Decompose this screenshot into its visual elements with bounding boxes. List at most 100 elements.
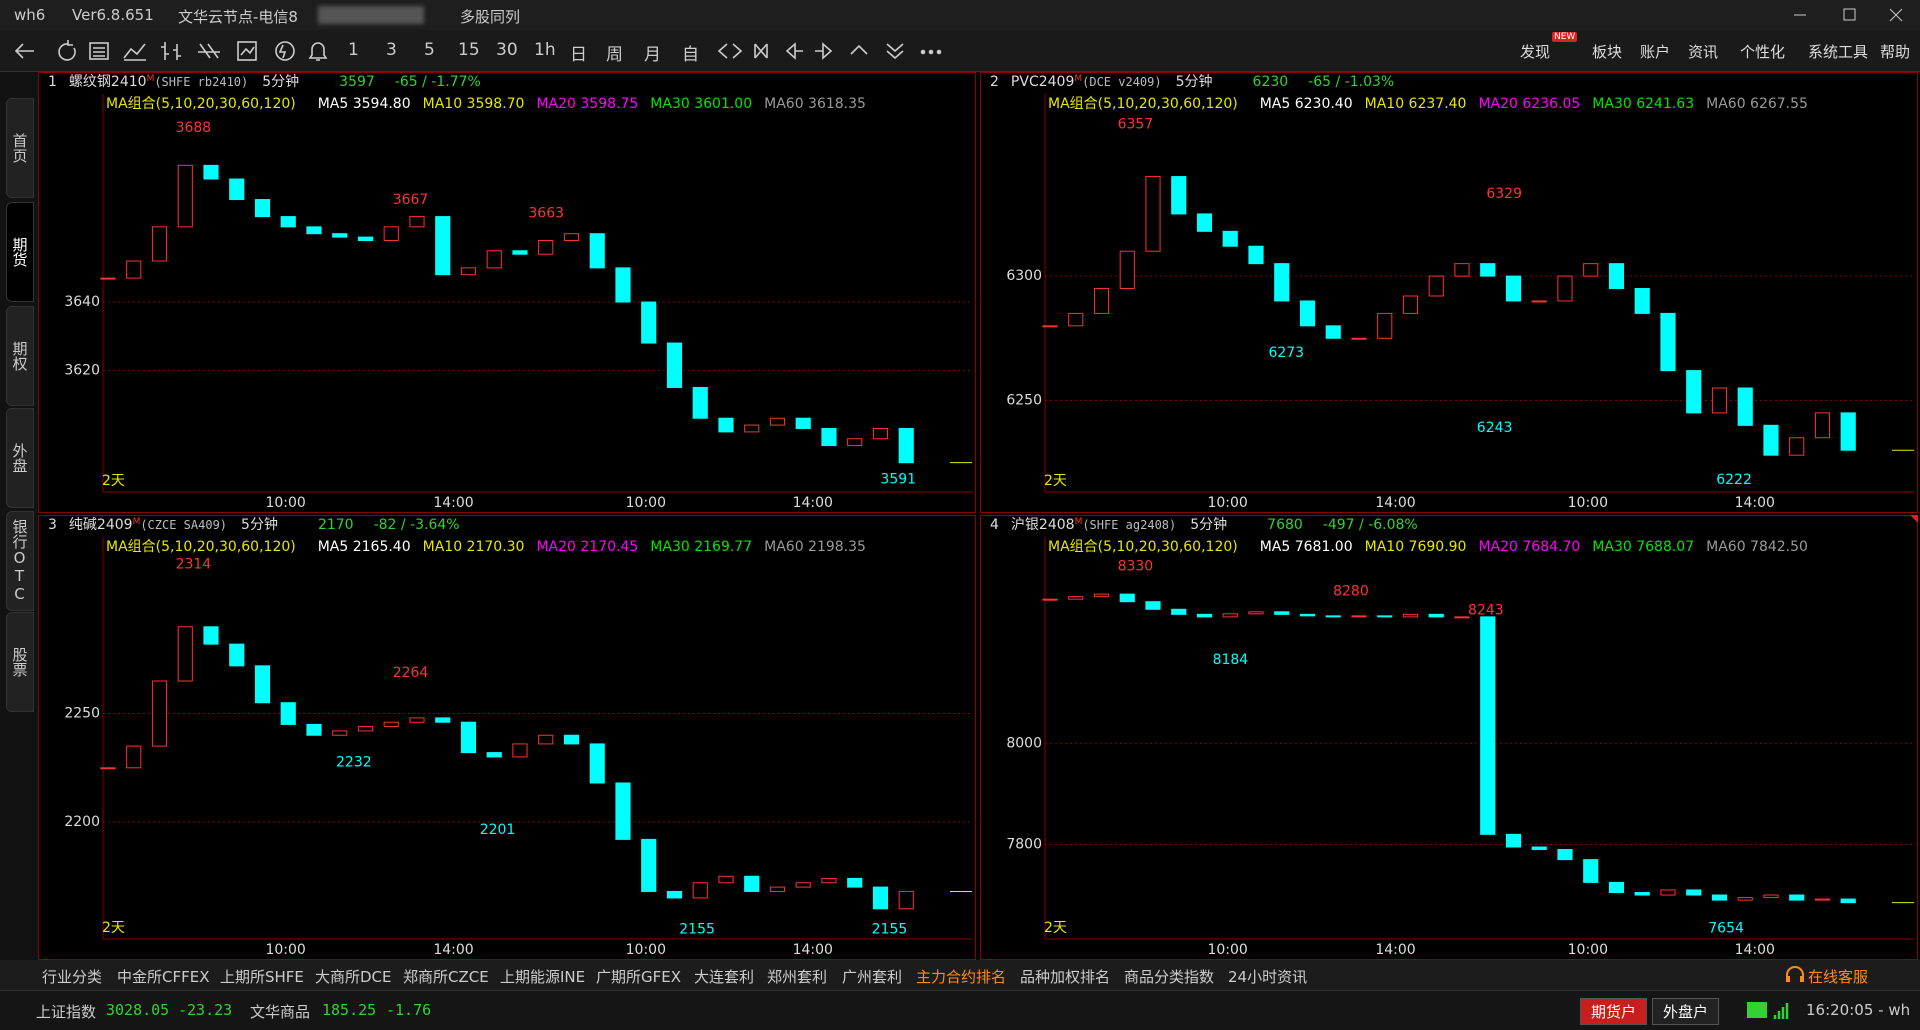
contract-code: (DCE v2409) <box>1082 75 1161 89</box>
exchange-tab[interactable]: 主力合约排名 <box>916 966 1007 992</box>
contract-code: (CZCE SA409) <box>140 518 227 532</box>
layout-mode[interactable]: 多股同列 <box>460 8 521 26</box>
sidebar-tab[interactable]: 首页 <box>6 98 34 198</box>
exchange-tab[interactable]: 广州套利 <box>842 968 903 986</box>
period-button[interactable]: 月 <box>644 45 661 65</box>
candle <box>718 417 734 433</box>
panel-border <box>980 515 1918 960</box>
panel-number: 4 <box>990 517 999 533</box>
candle <box>795 417 811 429</box>
candle <box>1711 894 1728 901</box>
candle <box>1814 412 1831 439</box>
online-service[interactable]: 在线客服 <box>1808 968 1869 986</box>
exchange-tab[interactable]: 商品分类指数 <box>1124 968 1215 986</box>
x-tick-label: 10:00 <box>265 495 305 511</box>
y-tick-label: 6300 <box>1006 268 1042 284</box>
candle <box>460 721 477 754</box>
ma-value: MA20 7684.70 <box>1478 539 1580 555</box>
menu-item[interactable]: 帮助 <box>1880 43 1911 61</box>
candle <box>821 877 837 884</box>
candle <box>898 427 914 464</box>
sidebar-tab[interactable]: 股票 <box>6 612 34 712</box>
period-button[interactable]: 1h <box>534 40 556 60</box>
exchange-tab[interactable]: 行业分类 <box>42 968 103 986</box>
price-change: -497 / -6.08% <box>1323 517 1418 533</box>
menu-item[interactable]: 资讯 <box>1688 43 1719 61</box>
period-button[interactable]: 日 <box>570 45 587 65</box>
menu-item[interactable]: 账户 <box>1640 43 1671 61</box>
candle <box>1299 300 1316 327</box>
y-tick-label: 3620 <box>64 362 100 378</box>
period-button[interactable]: 1 <box>348 40 359 60</box>
server-node[interactable]: 文华云节点-电信8 <box>178 8 298 26</box>
ma-value: MA5 2165.40 <box>318 539 411 555</box>
version: Ver6.8.651 <box>72 6 154 24</box>
candle <box>1351 337 1367 340</box>
exchange-tab[interactable]: 上期所SHFE <box>220 968 304 986</box>
candle <box>589 743 605 784</box>
x-tick-label: 10:00 <box>1568 942 1608 958</box>
candle <box>1480 616 1496 835</box>
exchange-tab[interactable]: 大商所DCE <box>315 968 392 986</box>
candle <box>615 782 631 840</box>
period-button[interactable]: 15 <box>458 40 480 60</box>
menu-item[interactable]: 个性化 <box>1740 43 1786 61</box>
candle <box>280 702 296 725</box>
menu-item[interactable]: 板块 <box>1592 43 1623 61</box>
period-button[interactable]: 周 <box>606 45 623 65</box>
candle <box>486 250 502 269</box>
panel-number: 2 <box>990 74 999 90</box>
period-button[interactable]: 3 <box>386 40 397 60</box>
ma-group: MA组合(5,10,20,30,60,120) <box>106 96 296 112</box>
low-label: 6243 <box>1477 420 1513 436</box>
candle <box>538 240 554 255</box>
candle <box>1737 387 1753 426</box>
window-controls[interactable] <box>1780 0 1920 30</box>
clock: 16:20:05 - wh <box>1806 1001 1911 1019</box>
x-tick-label: 10:00 <box>626 495 666 511</box>
y-tick-label: 7800 <box>1006 836 1042 852</box>
exchange-tab[interactable]: 广期所GFEX <box>596 968 682 986</box>
main-flag: M <box>1075 517 1083 527</box>
tool-icons[interactable] <box>0 30 340 72</box>
candle <box>1531 846 1547 851</box>
sidebar-tab[interactable]: 期货 <box>6 202 34 302</box>
sidebar-tab[interactable]: 期权 <box>6 306 34 406</box>
price-change: -65 / -1.77% <box>395 74 481 90</box>
exchange-tab[interactable]: 郑州套利 <box>767 968 828 986</box>
ma-legend: MA组合(5,10,20,30,60,120) MA5 6230.40 MA10 6… <box>1048 96 1808 112</box>
period-button[interactable]: 自 <box>682 45 699 65</box>
account-button[interactable]: 期货户 <box>1580 998 1648 1025</box>
exchange-tab[interactable]: 上期能源INE <box>500 968 586 986</box>
panel-header: 2 PVC2409M(DCE v2409) 5分钟 6230 -65 / -1.03% <box>990 73 1394 90</box>
ma-value: MA30 3601.00 <box>650 96 752 112</box>
high-label: 3688 <box>176 120 212 136</box>
exchange-tab[interactable]: 大连套利 <box>694 968 755 986</box>
chart-grid: 1 螺纹钢2410M(SHFE rb2410) 5分钟 3597 -65 / -1.77… <box>38 72 1918 960</box>
candle <box>435 216 451 276</box>
x-tick-label: 14:00 <box>1735 495 1775 511</box>
sidebar-tab[interactable]: 外盘 <box>6 408 34 508</box>
candle <box>1428 613 1444 618</box>
sidebar-tab[interactable]: 银行OTC <box>6 511 34 611</box>
period: 5分钟 <box>1190 516 1227 533</box>
exchange-tab[interactable]: 郑商所CZCE <box>403 968 489 986</box>
exchange-tab[interactable]: 24小时资讯 <box>1228 968 1308 986</box>
candle <box>847 877 863 888</box>
exchange-tab[interactable]: 品种加权排名 <box>1020 968 1111 986</box>
account-button[interactable]: 外盘户 <box>1652 998 1720 1025</box>
menu-item[interactable]: 系统工具 <box>1808 43 1869 61</box>
menu-item[interactable]: 发现 <box>1520 43 1551 61</box>
ma-value: MA60 2198.35 <box>764 539 866 555</box>
panel-marker <box>1910 515 1918 523</box>
period-button[interactable]: 5 <box>424 40 435 60</box>
exchange-tab[interactable]: 中金所CFFEX <box>117 968 210 986</box>
nav-icons[interactable] <box>715 30 975 72</box>
candle <box>1840 412 1856 451</box>
range-label: 2天 <box>102 473 125 489</box>
period-button[interactable]: 30 <box>496 40 518 60</box>
title-bar: wh6 Ver6.8.651 文华云节点-电信8 多股同列 <box>0 0 1920 30</box>
candle <box>229 643 245 667</box>
panel-header: 4 沪银2408M(SHFE ag2408) 5分钟 7680 -497 / -6.08… <box>990 516 1418 533</box>
candle <box>1634 891 1650 896</box>
